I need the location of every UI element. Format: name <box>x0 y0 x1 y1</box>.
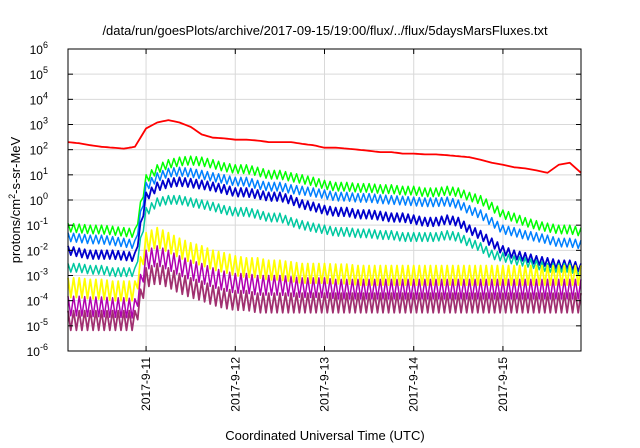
chart-title: /data/run/goesPlots/archive/2017-09-15/1… <box>102 23 548 38</box>
x-tick-label: 2017-9-13 <box>318 357 332 412</box>
y-tick-label: 104 <box>30 90 48 107</box>
series-line <box>67 166 582 250</box>
x-tick-label: 2017-9-15 <box>496 357 510 412</box>
series-line <box>67 245 582 319</box>
x-tick-label: 2017-9-11 <box>139 357 153 411</box>
y-axis: 10-6 10-5 10-4 10-3 10-2 10-1 100 101 102 103 104 1… <box>27 40 581 359</box>
x-tick-label: 2017-9-12 <box>228 357 242 412</box>
y-tick-label: 106 <box>30 40 48 57</box>
series-line <box>67 155 582 239</box>
y-tick-label: 101 <box>30 166 48 183</box>
y-axis-label-post: -s-sr-MeV <box>8 136 23 193</box>
y-axis-label-pre: protons/cm <box>8 199 23 263</box>
y-tick-label: 10-5 <box>27 317 48 334</box>
x-tick-label: 2017-9-14 <box>407 357 421 412</box>
x-axis-label: Coordinated Universal Time (UTC) <box>225 428 424 443</box>
series-group <box>67 119 582 332</box>
series-line <box>67 262 582 332</box>
y-tick-label: 100 <box>30 191 48 208</box>
series-line <box>67 226 582 302</box>
y-tick-label: 10-4 <box>27 292 48 309</box>
y-axis-label: protons/cm2-s-sr-MeV <box>7 136 23 263</box>
y-tick-label: 105 <box>30 65 48 82</box>
y-tick-label: 10-6 <box>27 342 48 359</box>
y-tick-label: 10-3 <box>27 267 48 284</box>
series-line <box>67 119 582 174</box>
y-axis-label-sup: 2 <box>7 194 17 199</box>
y-tick-label: 10-2 <box>27 241 48 258</box>
series-line <box>67 194 582 278</box>
y-tick-label: 103 <box>30 116 48 133</box>
y-tick-label: 102 <box>30 141 48 158</box>
series-line <box>67 176 582 273</box>
x-axis: 2017-9-11 2017-9-12 2017-9-13 2017-9-14 2017… <box>139 49 510 412</box>
y-tick-label: 10-1 <box>27 216 48 233</box>
